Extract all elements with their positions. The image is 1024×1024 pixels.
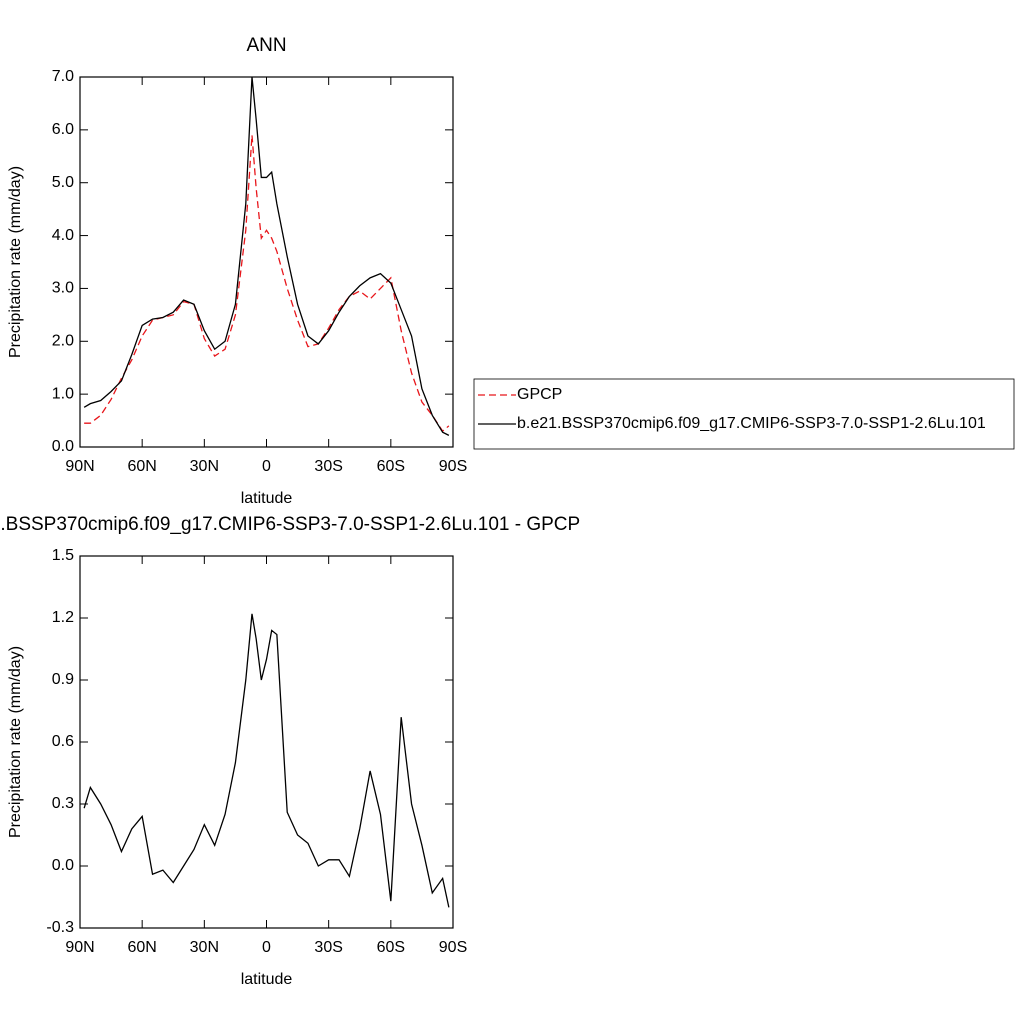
y-tick-label: 0.0 xyxy=(52,857,74,874)
y-tick-label: 0.3 xyxy=(52,795,74,812)
y-tick-label: 1.5 xyxy=(52,547,74,564)
legend-label: b.e21.BSSP370cmip6.f09_g17.CMIP6-SSP3-7.… xyxy=(517,415,986,432)
x-tick-label: 30N xyxy=(190,939,219,956)
x-tick-label: 90S xyxy=(439,458,467,475)
y-tick-label: 7.0 xyxy=(52,68,74,85)
x-axis-label: latitude xyxy=(241,971,293,988)
y-tick-label: 3.0 xyxy=(52,280,74,297)
y-tick-label: 2.0 xyxy=(52,333,74,350)
data-line xyxy=(83,76,450,436)
x-tick-label: 30S xyxy=(314,458,342,475)
x-tick-label: 60S xyxy=(377,458,405,475)
y-tick-label: 0.9 xyxy=(52,671,74,688)
x-tick-label: 90N xyxy=(65,939,94,956)
legend-box xyxy=(473,378,1015,450)
y-axis-label: Precipitation rate (mm/day) xyxy=(7,646,24,838)
plot-frame xyxy=(79,76,454,448)
x-tick-label: 0 xyxy=(262,458,271,475)
data-line xyxy=(84,135,450,433)
plot-frame xyxy=(79,555,454,929)
y-tick-label: 1.0 xyxy=(52,385,74,402)
x-axis-label: latitude xyxy=(241,490,293,507)
y-tick-label: 5.0 xyxy=(52,174,74,191)
x-tick-label: 30S xyxy=(314,939,342,956)
x-tick-label: 0 xyxy=(262,939,271,956)
y-tick-label: 6.0 xyxy=(52,121,74,138)
y-tick-label: 0.6 xyxy=(52,733,74,750)
y-tick-label: 0.0 xyxy=(52,438,74,455)
chart-title: ANN xyxy=(246,35,286,56)
y-axis-label: Precipitation rate (mm/day) xyxy=(7,166,24,358)
x-tick-label: 60N xyxy=(127,458,156,475)
x-tick-label: 90N xyxy=(65,458,94,475)
chart-title: b.e21.BSSP370cmip6.f09_g17.CMIP6-SSP3-7.… xyxy=(0,514,580,535)
y-tick-label: 1.2 xyxy=(52,609,74,626)
y-tick-label: 4.0 xyxy=(52,227,74,244)
x-tick-label: 60N xyxy=(127,939,156,956)
data-line xyxy=(83,613,450,908)
x-tick-label: 90S xyxy=(439,939,467,956)
x-tick-label: 30N xyxy=(190,458,219,475)
y-tick-label: -0.3 xyxy=(46,919,74,936)
legend-label: GPCP xyxy=(517,386,562,403)
x-tick-label: 60S xyxy=(377,939,405,956)
